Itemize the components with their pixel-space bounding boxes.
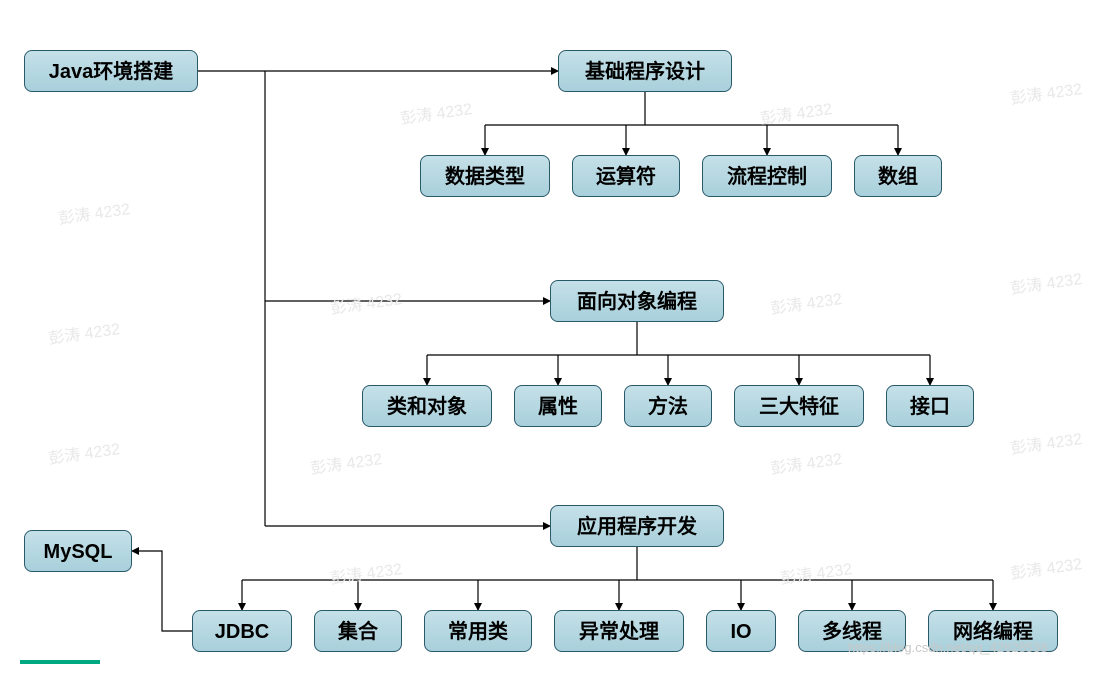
watermark: 彭涛 4232 — [47, 315, 122, 349]
connector-layer — [0, 0, 1103, 678]
node-feat3: 三大特征 — [734, 385, 864, 427]
watermark: 彭涛 4232 — [779, 555, 854, 589]
node-class: 类和对象 — [362, 385, 492, 427]
watermark: 彭涛 4232 — [399, 95, 474, 129]
node-mysql: MySQL — [24, 530, 132, 572]
node-app: 应用程序开发 — [550, 505, 724, 547]
node-basic: 基础程序设计 — [558, 50, 732, 92]
node-coll: 集合 — [314, 610, 402, 652]
node-oper: 运算符 — [572, 155, 680, 197]
watermark: 彭涛 4232 — [57, 195, 132, 229]
node-array: 数组 — [854, 155, 942, 197]
watermark: 彭涛 4232 — [1009, 550, 1084, 584]
node-jdbc: JDBC — [192, 610, 292, 652]
watermark: 彭涛 4232 — [759, 95, 834, 129]
node-method: 方法 — [624, 385, 712, 427]
node-attr: 属性 — [514, 385, 602, 427]
watermark: 彭涛 4232 — [1009, 425, 1084, 459]
node-exc: 异常处理 — [554, 610, 684, 652]
node-root: Java环境搭建 — [24, 50, 198, 92]
node-flow: 流程控制 — [702, 155, 832, 197]
node-util: 常用类 — [424, 610, 532, 652]
node-oop: 面向对象编程 — [550, 280, 724, 322]
watermark: 彭涛 4232 — [329, 285, 404, 319]
watermark: 彭涛 4232 — [47, 435, 122, 469]
watermark: 彭涛 4232 — [329, 555, 404, 589]
watermark: 彭涛 4232 — [309, 445, 384, 479]
watermark: 彭涛 4232 — [769, 285, 844, 319]
node-iface: 接口 — [886, 385, 974, 427]
watermark: 彭涛 4232 — [1009, 265, 1084, 299]
node-io: IO — [706, 610, 776, 652]
watermark: 彭涛 4232 — [1009, 75, 1084, 109]
footer-watermark: https://blog.csdn.net/qq_42628538 — [848, 640, 1048, 655]
hpe-brand-bar — [20, 660, 100, 664]
watermark: 彭涛 4232 — [769, 445, 844, 479]
node-dtype: 数据类型 — [420, 155, 550, 197]
